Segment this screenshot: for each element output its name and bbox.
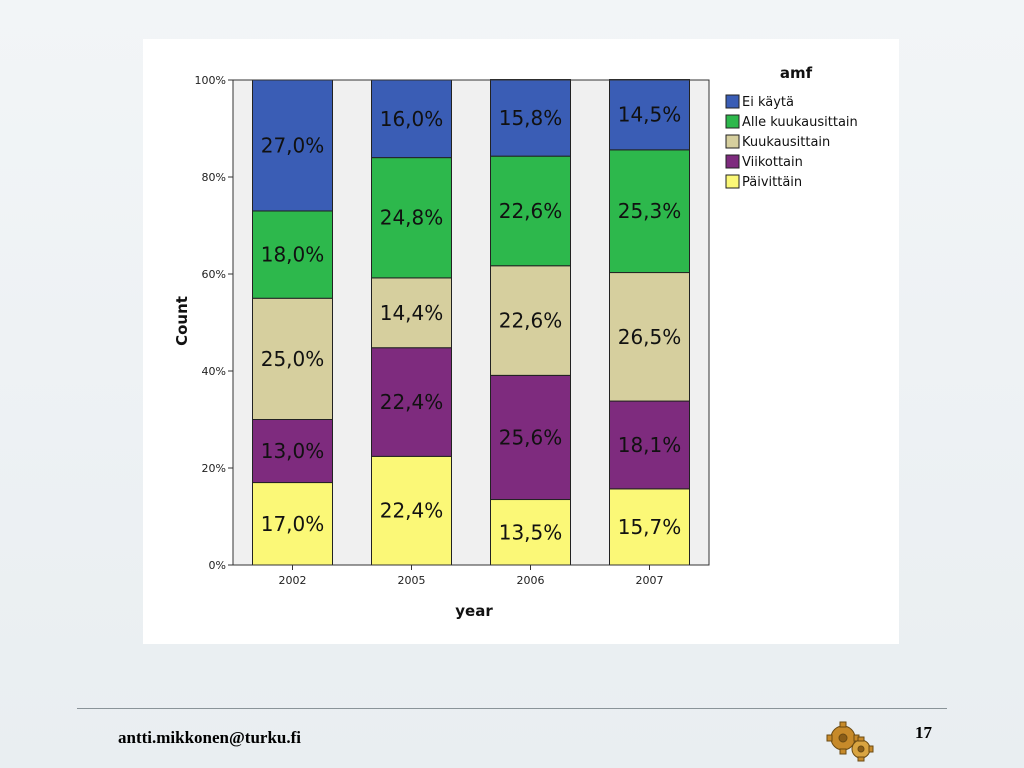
bar-segment (252, 482, 333, 566)
legend-label: Viikottain (742, 155, 803, 170)
x-tick-label: 2007 (636, 574, 664, 587)
bar-segment (371, 157, 452, 279)
data-label: 16,0% (380, 107, 444, 131)
data-label: 18,1% (618, 433, 682, 457)
bar-segment (371, 455, 452, 566)
data-label: 15,7% (618, 515, 682, 539)
y-axis-title: Count (173, 296, 191, 346)
bar-segment (609, 400, 690, 490)
bar-segment (252, 297, 333, 420)
data-label: 27,0% (261, 133, 325, 157)
legend-swatch (725, 134, 740, 149)
y-tick-label: 20% (202, 462, 226, 475)
x-axis-title: year (455, 602, 493, 620)
data-label: 22,4% (380, 390, 444, 414)
footer-divider (77, 708, 947, 709)
legend-label: Ei käytä (742, 95, 794, 110)
legend-swatch (725, 174, 740, 189)
data-label: 18,0% (261, 243, 325, 267)
bar-segment (490, 79, 571, 157)
plot-frame (232, 79, 710, 566)
bar-segment (252, 79, 333, 212)
y-tick-label: 80% (202, 171, 226, 184)
legend-swatch (725, 94, 740, 109)
data-label: 22,4% (380, 499, 444, 523)
legend-swatch (725, 114, 740, 129)
data-label: 26,5% (618, 325, 682, 349)
data-label: 15,8% (499, 106, 563, 130)
data-label: 22,6% (499, 199, 563, 223)
x-tick-label: 2005 (398, 574, 426, 587)
data-label: 14,5% (618, 103, 682, 127)
bar-segment (252, 210, 333, 299)
legend: Ei käytä Alle kuukausittain Kuukausittain V… (725, 94, 858, 190)
data-label: 14,4% (380, 301, 444, 325)
bar-segment (371, 277, 452, 349)
bar-segment (490, 265, 571, 376)
y-tick-label: 60% (202, 268, 226, 281)
data-label: 17,0% (261, 512, 325, 536)
data-label: 13,5% (499, 520, 563, 544)
bar-segment (490, 499, 571, 566)
chart-panel: 0% 20% 40% 60% 80% 100% 17,0% 13,0% 25,0% 18,0% 27… (143, 39, 899, 644)
x-tick-label: 2006 (517, 574, 545, 587)
data-label: 25,0% (261, 347, 325, 371)
page-number: 17 (915, 723, 932, 742)
gears-icon (826, 721, 874, 762)
data-label: 13,0% (261, 439, 325, 463)
bar-segment (609, 488, 690, 566)
y-tick-label: 40% (202, 365, 226, 378)
bar-segment (371, 347, 452, 457)
data-label: 25,6% (499, 425, 563, 449)
legend-swatch (725, 154, 740, 169)
stacked-bar-chart: 0% 20% 40% 60% 80% 100% 17,0% 13,0% 25,0% 18,0% 27… (173, 64, 858, 620)
y-tick-label: 0% (209, 559, 226, 572)
footer-email: antti.mikkonen@turku.fi (118, 728, 302, 747)
data-label: 22,6% (499, 309, 563, 333)
legend-label: Alle kuukausittain (742, 115, 858, 130)
x-tick-label: 2002 (279, 574, 307, 587)
bar-segment (609, 272, 690, 402)
data-label: 25,3% (618, 199, 682, 223)
y-tick-label: 100% (195, 74, 226, 87)
bar-segment (252, 419, 333, 484)
bar-segment (609, 149, 690, 274)
bar-segment (490, 374, 571, 501)
bar-segment (609, 79, 690, 151)
bar-segment (371, 79, 452, 159)
legend-label: Kuukausittain (742, 135, 830, 150)
legend-label: Päivittäin (742, 175, 802, 190)
data-label: 24,8% (380, 206, 444, 230)
legend-title: amf (780, 64, 813, 82)
